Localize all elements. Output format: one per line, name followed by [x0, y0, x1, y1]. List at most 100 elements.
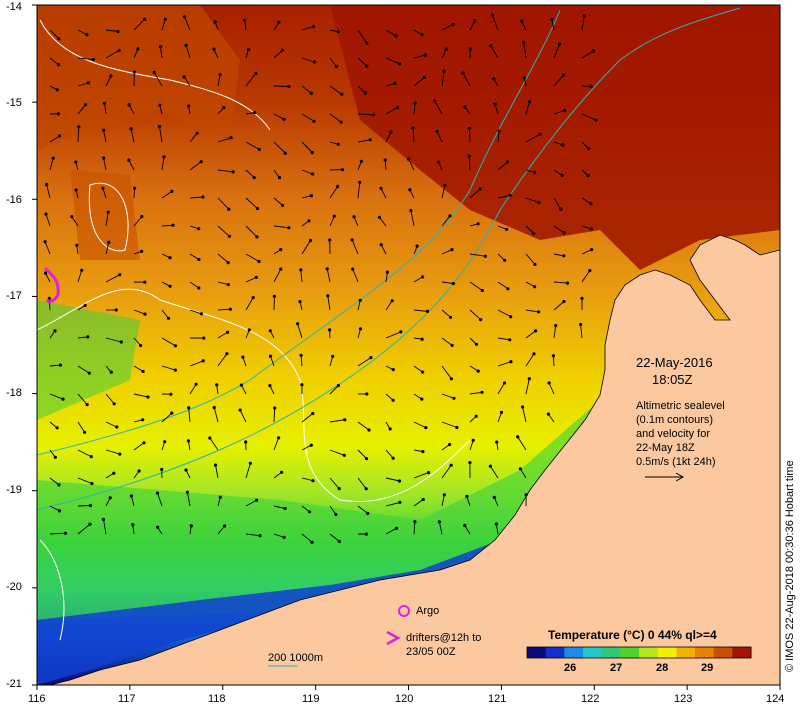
velocity-arrow-head — [474, 414, 478, 418]
drifter-track — [43, 266, 60, 304]
velocity-arrow — [329, 505, 337, 515]
sealevel-contour — [39, 19, 271, 131]
velocity-arrow-head — [202, 336, 206, 340]
velocity-arrow-head — [195, 131, 199, 135]
x-tick-label: 119 — [302, 693, 320, 705]
velocity-arrow-head — [479, 318, 483, 322]
velocity-arrow — [553, 325, 557, 339]
velocity-arrow-head — [257, 147, 261, 152]
velocity-arrow-head — [533, 285, 537, 289]
velocity-arrow — [553, 197, 562, 210]
velocity-arrow-head — [358, 180, 362, 184]
colorbar-title: Temperature (°C) 0 44% ql>=4 — [548, 628, 717, 642]
velocity-arrow — [161, 19, 166, 31]
sealevel-contour — [88, 182, 129, 252]
velocity-arrow — [189, 253, 200, 260]
velocity-arrow — [379, 217, 387, 227]
velocity-arrow-head — [184, 468, 188, 472]
velocity-arrow — [521, 20, 527, 31]
velocity-arrow — [469, 440, 474, 451]
velocity-arrow-head — [280, 48, 284, 53]
velocity-arrow-head — [449, 315, 453, 319]
velocity-arrow-head — [282, 117, 286, 121]
velocity-arrow — [71, 216, 79, 227]
velocity-arrow-head — [560, 173, 564, 177]
velocity-arrow — [77, 365, 90, 374]
velocity-arrow — [128, 159, 135, 171]
velocity-arrow-head — [562, 231, 566, 235]
velocity-arrow — [245, 253, 260, 262]
velocity-arrow — [102, 188, 107, 199]
velocity-arrow — [77, 57, 94, 61]
velocity-arrow-head — [468, 47, 472, 51]
velocity-arrow — [491, 14, 499, 31]
velocity-arrow-head — [268, 384, 272, 388]
velocity-arrow-head — [442, 69, 446, 73]
velocity-arrow-head — [158, 45, 163, 49]
velocity-arrow-head — [588, 269, 592, 273]
velocity-arrow — [553, 169, 563, 176]
velocity-arrow-head — [365, 41, 369, 45]
velocity-arrow — [273, 197, 283, 206]
velocity-arrow — [77, 449, 92, 458]
sealevel-contour — [37, 288, 471, 502]
velocity-arrow-head — [411, 126, 415, 130]
velocity-arrow-head — [168, 256, 172, 260]
argo-label: Argo — [416, 605, 440, 617]
velocity-arrow-head — [509, 315, 513, 319]
velocity-arrow — [329, 186, 338, 199]
velocity-arrow-head — [141, 418, 145, 422]
velocity-arrow — [133, 393, 149, 398]
velocity-arrow-head — [168, 284, 172, 288]
velocity-arrow-head — [499, 410, 504, 414]
velocity-arrow — [217, 525, 225, 535]
velocity-arrow — [522, 406, 527, 423]
velocity-arrow-head — [241, 355, 245, 359]
velocity-arrow-head — [158, 103, 162, 107]
velocity-arrow-head — [435, 129, 439, 134]
velocity-arrow-head — [508, 193, 512, 197]
velocity-arrow-head — [547, 381, 551, 385]
velocity-arrow-head — [107, 240, 111, 244]
velocity-arrow-head — [296, 322, 300, 326]
velocity-arrow — [468, 156, 471, 171]
velocity-arrow-head — [213, 463, 218, 467]
velocity-arrow — [326, 268, 331, 283]
velocity-arrow-head — [163, 440, 167, 444]
velocity-arrow — [413, 276, 423, 283]
velocity-arrow-head — [80, 268, 84, 272]
velocity-arrow — [105, 50, 120, 59]
velocity-arrow-head — [118, 273, 122, 277]
velocity-arrow-head — [155, 491, 160, 495]
velocity-arrow-head — [359, 159, 363, 163]
velocity-arrow-head — [409, 208, 413, 213]
velocity-arrow — [413, 103, 416, 115]
velocity-arrow-head — [379, 186, 383, 190]
velocity-arrow — [466, 496, 471, 507]
velocity-arrow — [380, 244, 387, 255]
velocity-arrow-head — [452, 396, 456, 400]
velocity-arrow-head — [562, 108, 567, 113]
velocity-arrow-head — [156, 525, 160, 529]
velocity-arrow-head — [394, 34, 398, 38]
velocity-arrow — [525, 197, 540, 203]
velocity-arrow — [188, 407, 191, 423]
velocity-arrow-head — [114, 308, 118, 312]
velocity-arrow — [441, 185, 446, 199]
colorbar-segment — [657, 647, 677, 658]
velocity-arrow — [105, 393, 115, 405]
x-tick-label: 117 — [118, 693, 136, 705]
velocity-arrow-head — [127, 158, 131, 162]
velocity-arrow-head — [550, 18, 554, 22]
velocity-arrow — [103, 130, 107, 143]
velocity-arrow — [385, 272, 388, 283]
velocity-arrow — [469, 365, 479, 372]
velocity-arrow — [525, 134, 541, 143]
velocity-arrow-head — [391, 368, 395, 372]
velocity-arrow — [357, 182, 361, 199]
velocity-arrow-head — [546, 412, 551, 416]
velocity-arrow — [553, 253, 564, 257]
velocity-arrow-head — [201, 359, 205, 363]
velocity-arrow — [357, 357, 372, 367]
